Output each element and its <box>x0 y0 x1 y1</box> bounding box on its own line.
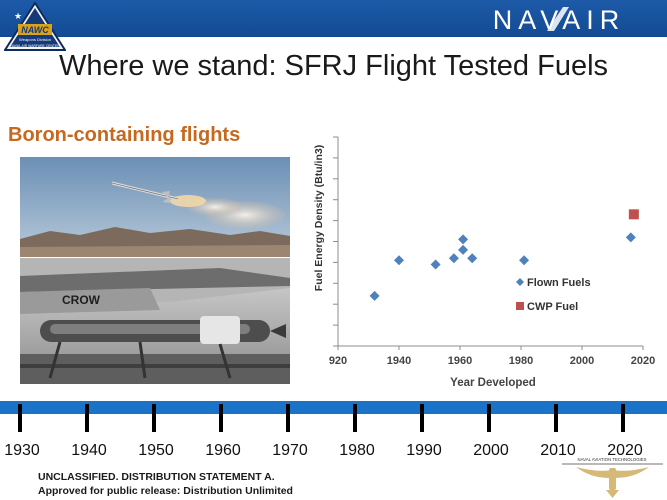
timeline-tick <box>353 404 357 432</box>
svg-text:★: ★ <box>14 12 22 22</box>
timeline-label: 1930 <box>4 442 40 459</box>
timeline-label: 1990 <box>406 442 442 459</box>
tech-logo-text: NAVAL AVIATION TECHNOLOGIES <box>578 457 647 462</box>
chart-axes <box>337 137 643 347</box>
x-axis-label: Year Developed <box>450 377 536 389</box>
distribution-line-2: Approved for public release: Distributio… <box>38 485 293 497</box>
timeline-tick <box>85 404 89 432</box>
nawc-logo: ★ NAWC Weapons Division NAVAL AIR WARFAR… <box>4 2 66 51</box>
flown-fuel-point <box>369 290 380 301</box>
x-tick-label: 1980 <box>509 355 533 367</box>
timeline-tick <box>420 404 424 432</box>
navair-logo: NAVAIR <box>493 5 620 34</box>
timeline-tick <box>18 404 22 432</box>
timeline-label: 2000 <box>473 442 509 459</box>
distribution-line-1: UNCLASSIFIED. DISTRIBUTION STATEMENT A. <box>38 471 275 483</box>
timeline-labels: 1930 1940 1950 1960 1970 1980 1990 2000 2010 2020 <box>4 442 643 459</box>
missile-launch-photo <box>20 157 290 257</box>
missile-icon <box>111 181 179 203</box>
flown-fuel-point <box>430 259 441 270</box>
decade-timeline: 1930 1940 1950 1960 1970 1980 1990 2000 2010 2020 <box>0 401 667 459</box>
timeline-label: 1950 <box>138 442 174 459</box>
chart-legend: Flown Fuels CWP Fuel <box>516 277 591 313</box>
slide-title: Where we stand: SFRJ Flight Tested Fuels <box>58 50 609 82</box>
aircraft-crow-photo: CROW <box>20 258 290 384</box>
timeline-tick <box>487 404 491 432</box>
aircraft-crow-label: CROW <box>62 293 101 307</box>
legend-label: CWP Fuel <box>527 301 578 313</box>
flown-fuel-point <box>448 253 459 264</box>
timeline-label: 1960 <box>205 442 241 459</box>
x-tick-label: 1940 <box>387 355 411 367</box>
timeline-label: 1940 <box>71 442 107 459</box>
flown-fuel-point <box>394 255 404 266</box>
x-tick-label: 1960 <box>448 355 472 367</box>
flown-fuel-point <box>467 253 478 264</box>
timeline-bar <box>0 401 667 414</box>
flown-fuel-point <box>625 232 636 243</box>
x-tick-label: 920 <box>329 355 347 367</box>
timeline-label: 2020 <box>607 442 643 459</box>
x-tick-label: 2020 <box>631 355 655 367</box>
naval-aviation-technologies-logo: NAVAL AVIATION TECHNOLOGIES <box>562 457 663 498</box>
timeline-label: 1970 <box>272 442 308 459</box>
section-heading: Boron-containing flights <box>8 124 241 146</box>
legend-label: Flown Fuels <box>527 277 591 289</box>
nawc-logo-subtext: Weapons Division <box>19 37 51 42</box>
timeline-label: 1980 <box>339 442 375 459</box>
flown-fuel-point <box>458 244 469 255</box>
y-axis-label: Fuel Energy Density (Btu/in3) <box>313 145 325 291</box>
flown-fuel-point <box>519 255 530 266</box>
nawc-logo-caption: NAVAL AIR WARFARE CENTER <box>10 44 60 48</box>
fuel-energy-chart: 920 1940 1960 1980 2000 2020 Fuel Energy Dens… <box>313 136 655 389</box>
timeline-tick <box>554 404 558 432</box>
legend-marker-flown <box>516 278 524 286</box>
legend-marker-cwp <box>516 302 524 310</box>
timeline-label: 2010 <box>540 442 576 459</box>
nawc-logo-text: NAWC <box>21 25 49 35</box>
navair-swoosh-icon <box>547 7 569 31</box>
timeline-tick <box>152 404 156 432</box>
y-axis-ticks <box>333 136 338 347</box>
flown-fuel-point <box>458 234 469 245</box>
timeline-tick <box>219 404 223 432</box>
timeline-ticks <box>18 404 625 432</box>
cwp-fuel-point <box>628 209 639 220</box>
x-tick-label: 2000 <box>570 355 594 367</box>
timeline-tick <box>621 404 625 432</box>
x-axis-tick-labels: 920 1940 1960 1980 2000 2020 <box>329 346 655 367</box>
chart-points <box>369 209 639 301</box>
distribution-statement: UNCLASSIFIED. DISTRIBUTION STATEMENT A. … <box>38 470 293 498</box>
timeline-tick <box>286 404 290 432</box>
wings-emblem-icon <box>576 467 649 498</box>
